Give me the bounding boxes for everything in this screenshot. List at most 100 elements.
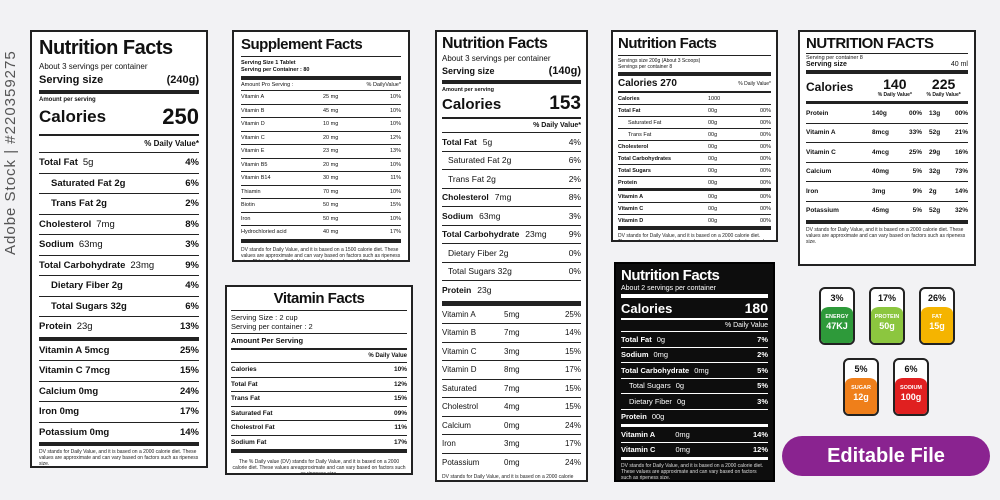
row-pct: 25%	[564, 309, 581, 319]
row-amount-1: 3mg	[872, 187, 886, 195]
panel4-vitamin-row: Vitamin C 3mg 15%	[442, 341, 581, 361]
panel4-serving-value: (140g)	[548, 65, 581, 77]
row-pct: 10%	[389, 107, 401, 114]
row-label: Sodium Fat	[231, 438, 267, 446]
panel4-serving-label: Serving size	[442, 66, 495, 76]
panel2-row: Vitamin E 23 mg 13%	[241, 144, 401, 158]
row-amount: 00g	[708, 119, 718, 126]
panel1-row: Dietary Fiber 2g 4%	[39, 275, 199, 296]
row-pct: 12%	[393, 380, 407, 388]
row-label: Total Fat	[231, 380, 258, 388]
badge-percent: 17%	[877, 293, 896, 303]
row-amount: 5mg	[504, 309, 520, 319]
panel4-vitamin-row: Vitamin A 5mg 25%	[442, 304, 581, 324]
panel3-amount: Amount Per Serving	[231, 336, 304, 345]
row-label: Vitamin A	[621, 429, 656, 439]
panel1-dv: % Daily Value*	[144, 139, 199, 148]
row-label: Cholesterol	[39, 218, 92, 230]
panel5-dv: % Daily Value*	[738, 80, 771, 87]
row-amount: 00g	[708, 179, 718, 186]
row-label: Protein	[39, 321, 72, 333]
row-amount: 63mg	[479, 210, 501, 221]
panel5-title: Nutrition Facts	[618, 35, 717, 52]
panel3-serving: Serving Size : 2 cup	[231, 313, 298, 322]
panel4-row: Protein 23g	[442, 280, 581, 299]
row-pct: 15%	[393, 395, 407, 403]
panel6-row: Protein 00g	[621, 408, 768, 425]
row-label: Vitamin E	[241, 148, 265, 155]
row-label: Potassium	[442, 457, 480, 467]
panel6-row: Total Sugars 0g 5%	[621, 377, 768, 394]
row-amount: 40 mg	[323, 229, 339, 236]
row-pct: 3%	[568, 210, 581, 221]
row-pct: 3%	[185, 239, 199, 251]
panel4-vitamin-row: Potassium 0mg 24%	[442, 452, 581, 472]
panel2-per-container: Serving per Container : 80	[241, 67, 310, 73]
panel4-row: Saturated Fat 2g 6%	[442, 150, 581, 170]
editable-file-button[interactable]: Editable File	[782, 436, 990, 476]
row-label: Total Carbohydrate	[621, 365, 690, 375]
row-label: Trans Fat 2g	[448, 173, 496, 184]
panel4-title: Nutrition Facts	[442, 35, 548, 52]
panel1-serving-label: Serving size	[39, 74, 104, 86]
row-label: Total Fat	[442, 136, 477, 147]
badge-sugar: 5% SUGAR 12g	[843, 358, 879, 416]
row-amount: 5g	[82, 157, 94, 169]
row-pct: 00%	[759, 217, 771, 224]
panel2-serving-size: Serving Size 1 Tablet	[241, 60, 296, 66]
row-amount: 0mg	[653, 350, 669, 360]
panel4-vitamin-row: Saturated 7mg 15%	[442, 378, 581, 398]
row-pct: 24%	[564, 420, 581, 430]
row-pct: 4%	[568, 136, 581, 147]
panel1-row: Total Fat 5g 4%	[39, 152, 199, 173]
row-pct: 15%	[564, 383, 581, 393]
panel7-title: NUTRITION FACTS	[806, 35, 934, 52]
row-pct: 10%	[389, 215, 401, 222]
panel2-rows: Vitamin A 25 mg 10% Vitamin B 45 mg 10% Vitami…	[241, 90, 401, 243]
row-pct: 17%	[179, 406, 199, 418]
panel1-row: Trans Fat 2g 2%	[39, 193, 199, 214]
panel4-calories-value: 153	[549, 93, 581, 114]
row-pct-2: 73%	[954, 168, 968, 176]
row-pct: 2%	[185, 198, 199, 210]
row-amount-2: 29g	[929, 148, 941, 156]
row-amount: 00g	[708, 193, 718, 200]
row-label: Total Carbohydrate	[442, 229, 520, 240]
row-label: Vitamin C	[806, 148, 836, 156]
row-amount: 23 mg	[323, 148, 339, 155]
badge-percent: 3%	[830, 293, 844, 303]
panel3-rows: Calories 10% Total Fat 12% Trans Fat 15% Satur…	[231, 362, 407, 453]
panel3-row: Total Fat 12%	[231, 376, 407, 392]
panel1-row: Vitamin A 5mcg 25%	[39, 336, 199, 361]
row-label: Vitamin C	[618, 205, 644, 212]
row-label: Vitamin B5	[241, 161, 268, 168]
row-amount: 00g	[708, 167, 718, 174]
row-amount-1: 4mcg	[872, 148, 889, 156]
panel-nutrition-dark: Nutrition Facts About 2 servings per con…	[614, 262, 775, 482]
panel4-vitamin-row: Vitamin D 8mg 17%	[442, 360, 581, 379]
panel3-row: Sodium Fat 17%	[231, 434, 407, 450]
panel5-footnote: DV stands for Daily Value, and it is bas…	[618, 233, 766, 242]
panel2-row: Vitamin B 45 mg 10%	[241, 103, 401, 118]
row-pct: 5%	[757, 381, 768, 391]
panel4-row: Total Sugars 32g 0%	[442, 261, 581, 281]
badge-fill: SUGAR 12g	[845, 378, 877, 414]
panel4-row: Trans Fat 2g 2%	[442, 169, 581, 188]
panel5-row: Protein 00g 00%	[618, 176, 771, 188]
panel5-row: Vitamin C 00g 00%	[618, 202, 771, 214]
row-label: Vitamin A	[806, 129, 836, 137]
row-pct: 00%	[759, 193, 771, 200]
row-pct: 14%	[564, 328, 581, 338]
row-pct-1: 5%	[912, 207, 922, 215]
panel6-row: Dietary Fiber 0g 3%	[621, 393, 768, 409]
row-pct: 17%	[393, 438, 407, 446]
row-amount: 00g	[708, 143, 718, 150]
row-pct-2: 14%	[954, 187, 968, 195]
row-pct: 12%	[389, 134, 401, 141]
panel1-amount: Amount per serving	[39, 97, 96, 103]
row-amount: 30 mg	[323, 175, 339, 182]
badge-name: ENERGY	[825, 314, 849, 320]
panel5-row: Saturated Fat 00g 00%	[618, 116, 771, 128]
row-pct-2: 16%	[954, 148, 968, 156]
row-pct-1: 9%	[912, 187, 922, 195]
